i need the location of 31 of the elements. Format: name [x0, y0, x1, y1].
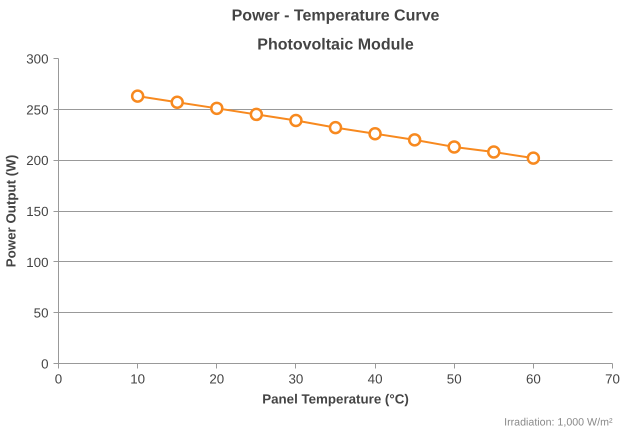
x-tick-label: 70 — [605, 372, 620, 386]
point — [289, 114, 303, 128]
y-axis-title: Power Output (W) — [3, 154, 18, 268]
y-tick-label: 100 — [26, 254, 49, 270]
y-tick-label: 50 — [34, 306, 49, 321]
chart-title: Power - Temperature Curve — [232, 8, 440, 24]
x-tick-label: 60 — [526, 372, 541, 386]
point — [210, 102, 224, 116]
x-tick-label: 30 — [288, 372, 304, 386]
x-tick-label: 10 — [130, 372, 146, 386]
point — [447, 140, 461, 154]
x-tick-label: 20 — [209, 372, 224, 386]
x-tick-label: 40 — [368, 372, 382, 386]
y-tick-label: 150 — [26, 204, 49, 219]
point — [328, 120, 342, 134]
x-tick-label: 0 — [54, 372, 62, 386]
x-tick-label: 50 — [446, 372, 462, 386]
point — [170, 95, 184, 109]
y-tick-label: 250 — [26, 102, 49, 118]
point — [487, 145, 501, 159]
chart-subtitle: Photovoltaic Module — [257, 36, 414, 54]
point — [408, 133, 422, 147]
y-tick-label: 0 — [41, 356, 49, 372]
x-axis-title: Panel Temperature (°C) — [262, 392, 409, 406]
point — [130, 89, 144, 103]
point — [526, 151, 540, 165]
text: Irradiation: 1,000 W/m² — [504, 416, 613, 428]
y-tick-label: 300 — [26, 52, 49, 66]
point — [250, 108, 264, 122]
point — [368, 126, 382, 140]
y-tick-label: 200 — [26, 153, 49, 168]
